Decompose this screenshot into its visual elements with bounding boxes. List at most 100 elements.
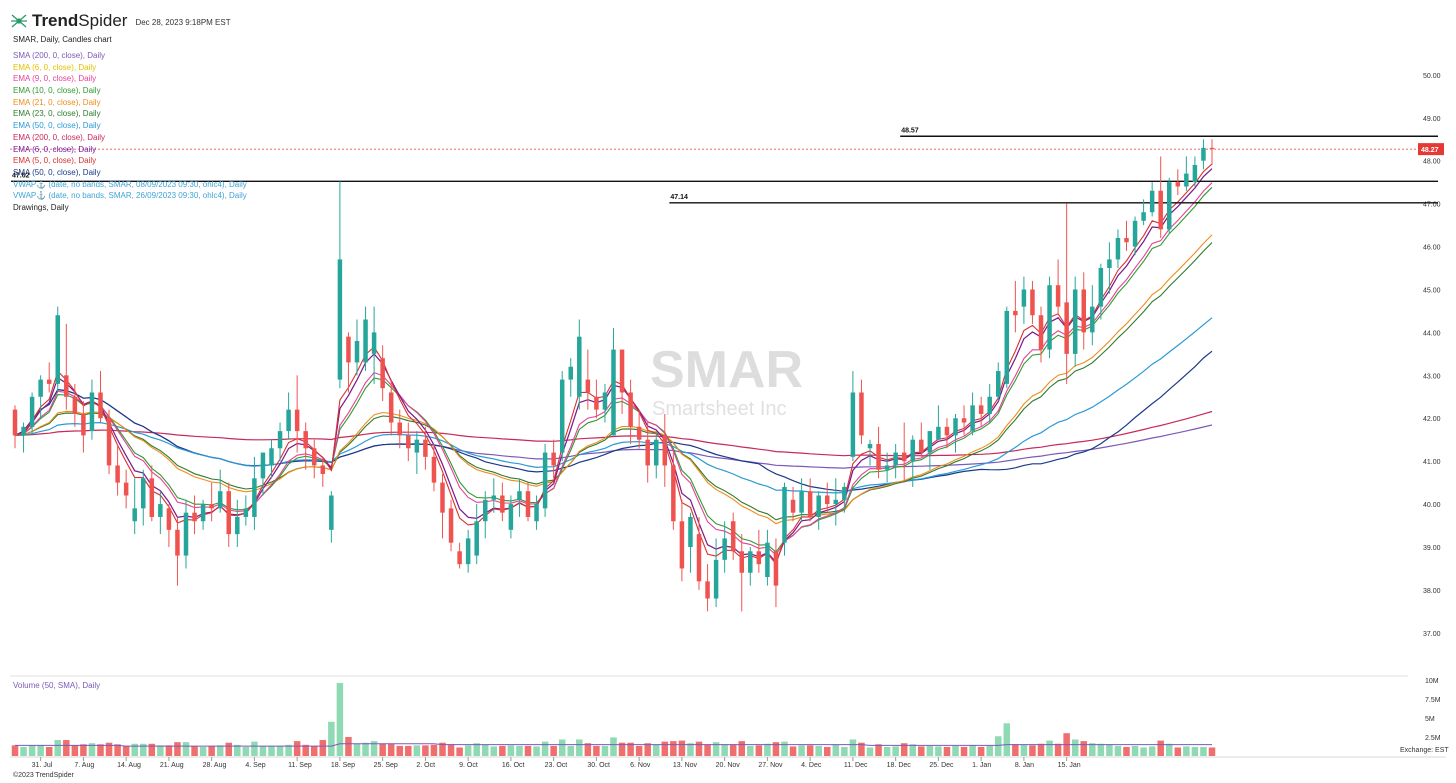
candle-body[interactable] <box>29 396 35 427</box>
candle-body[interactable] <box>611 349 616 436</box>
indicator-legend-item[interactable]: VWAP⚓ (date, no bands, SMAR, 08/09/2023 … <box>13 179 247 189</box>
candle-body[interactable] <box>243 508 249 517</box>
candle-body[interactable] <box>1081 289 1087 333</box>
candle-body[interactable] <box>790 499 796 513</box>
candle-body[interactable] <box>961 418 967 423</box>
indicator-legend-item[interactable]: EMA (23, 0, close), Daily <box>13 109 101 119</box>
indicator-legend-item[interactable]: EMA (200, 0, close), Daily <box>13 132 106 142</box>
candle-body[interactable] <box>260 452 266 479</box>
candle-body[interactable] <box>337 259 343 380</box>
candle-body[interactable] <box>542 452 548 509</box>
candle-body[interactable] <box>21 426 26 436</box>
candle-body[interactable] <box>1047 285 1052 350</box>
candle-body[interactable] <box>141 478 146 509</box>
candle-body[interactable] <box>645 439 650 466</box>
indicator-legend-item[interactable]: SMA (200, 0, close), Daily <box>13 51 106 60</box>
candle-body[interactable] <box>175 529 180 556</box>
candle-body[interactable] <box>893 452 898 466</box>
candle-body[interactable] <box>1013 310 1018 316</box>
candle-body[interactable] <box>782 486 787 543</box>
candle-body[interactable] <box>876 443 881 470</box>
indicator-legend-item[interactable]: EMA (9, 0, close), Daily <box>13 74 97 84</box>
indicator-legend-item[interactable]: EMA (10, 0, close), Daily <box>13 86 101 96</box>
indicator-legend-item[interactable]: EMA (5, 0, close), Daily <box>13 156 97 166</box>
candle-body[interactable] <box>500 495 505 513</box>
candle-body[interactable] <box>1132 220 1138 247</box>
candle-body[interactable] <box>910 439 916 462</box>
candle-body[interactable] <box>1158 190 1163 230</box>
candle-body[interactable] <box>825 495 830 505</box>
candle-body[interactable] <box>927 431 933 453</box>
indicator-legend-item[interactable]: SMA (50, 0, close), Daily <box>13 167 101 177</box>
candle-body[interactable] <box>55 315 61 384</box>
candle-body[interactable] <box>807 491 813 517</box>
candle-body[interactable] <box>1055 285 1061 307</box>
candle-body[interactable] <box>64 375 69 397</box>
candle-body[interactable] <box>1072 289 1078 354</box>
candle-body[interactable] <box>1175 182 1181 187</box>
candle-body[interactable] <box>559 379 565 453</box>
candle-body[interactable] <box>688 516 693 547</box>
candle-body[interactable] <box>978 405 984 414</box>
candle-body[interactable] <box>354 340 360 363</box>
candle-body[interactable] <box>158 504 163 517</box>
candle-body[interactable] <box>1038 315 1044 350</box>
candle-body[interactable] <box>46 379 52 384</box>
candle-body[interactable] <box>944 426 950 436</box>
candle-body[interactable] <box>303 431 308 449</box>
candle-body[interactable] <box>850 392 856 457</box>
candle-body[interactable] <box>919 439 924 453</box>
candle-body[interactable] <box>123 482 129 496</box>
candle-body[interactable] <box>166 508 172 530</box>
candle-body[interactable] <box>363 319 368 363</box>
candle-body[interactable] <box>371 332 377 354</box>
candle-body[interactable] <box>1064 302 1069 354</box>
candle-body[interactable] <box>38 379 43 397</box>
candle-body[interactable] <box>269 448 274 466</box>
candle-body[interactable] <box>209 504 214 509</box>
candle-body[interactable] <box>525 491 531 517</box>
candle-body[interactable] <box>149 478 155 517</box>
candle-body[interactable] <box>867 443 873 449</box>
candle-body[interactable] <box>397 422 403 436</box>
candle-body[interactable] <box>200 504 206 522</box>
candle-body[interactable] <box>414 439 420 453</box>
candle-body[interactable] <box>346 336 351 363</box>
candle-body[interactable] <box>748 551 753 573</box>
candle-body[interactable] <box>1167 182 1172 230</box>
candle-body[interactable] <box>842 486 847 500</box>
candle-body[interactable] <box>953 418 958 436</box>
candle-body[interactable] <box>577 336 582 397</box>
candle-body[interactable] <box>619 349 625 393</box>
candle-body[interactable] <box>1004 310 1010 384</box>
candle-body[interactable] <box>431 456 437 483</box>
candle-body[interactable] <box>380 358 385 389</box>
candle-body[interactable] <box>448 508 454 543</box>
candle-body[interactable] <box>483 499 488 522</box>
candle-body[interactable] <box>799 491 804 513</box>
candle-body[interactable] <box>679 521 685 569</box>
candle-body[interactable] <box>1115 237 1121 260</box>
candle-body[interactable] <box>551 452 556 466</box>
candle-body[interactable] <box>996 371 1001 397</box>
indicator-legend-item[interactable]: EMA (21, 0, close), Daily <box>13 97 101 107</box>
candle-body[interactable] <box>662 435 668 466</box>
candle-body[interactable] <box>277 431 283 449</box>
candle-body[interactable] <box>440 482 445 513</box>
candle-body[interactable] <box>1209 147 1215 150</box>
indicator-legend-item[interactable]: EMA (6, 0, close), Daily <box>13 62 97 72</box>
candle-body[interactable] <box>936 426 941 440</box>
candle-body[interactable] <box>970 405 975 432</box>
candle-body[interactable] <box>226 491 232 535</box>
candle-body[interactable] <box>320 465 326 475</box>
candle-body[interactable] <box>833 499 839 505</box>
candle-body[interactable] <box>217 491 223 509</box>
candle-body[interactable] <box>508 504 514 530</box>
indicator-legend-item[interactable]: VWAP⚓ (date, no bands, SMAR, 26/09/2023 … <box>13 191 247 201</box>
candle-body[interactable] <box>1090 306 1095 333</box>
candle-body[interactable] <box>286 409 291 432</box>
indicator-legend-item[interactable]: Drawings, Daily <box>13 202 69 212</box>
candle-body[interactable] <box>115 465 120 483</box>
candle-body[interactable] <box>594 396 599 410</box>
